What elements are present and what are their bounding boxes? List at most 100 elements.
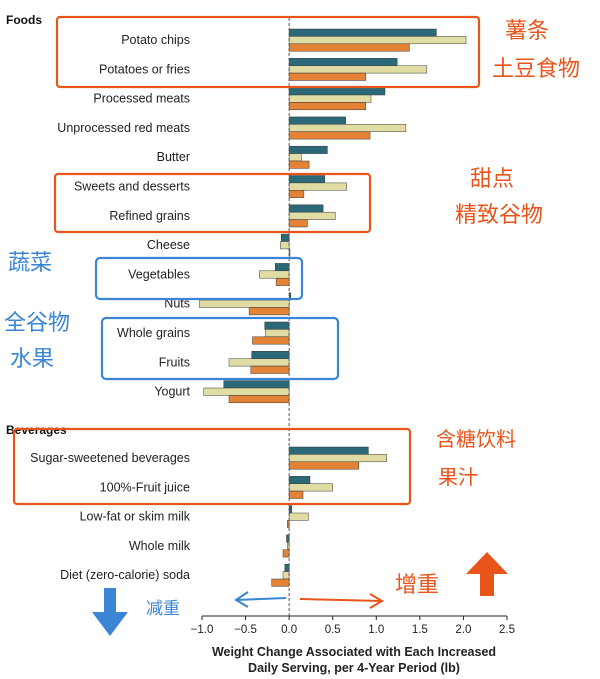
bar-series-2 <box>288 131 371 140</box>
left-arrow-icon <box>234 591 287 608</box>
x-tick-label: 2.0 <box>455 624 471 636</box>
note-refined-grains: 精致谷物 <box>455 203 543 228</box>
bar-series-1 <box>288 512 309 521</box>
bar-series-0 <box>284 563 290 572</box>
note-whole-grains: 全谷物 <box>4 311 70 336</box>
bar-series-2 <box>288 219 308 228</box>
x-tick-label: −1.0 <box>191 624 214 636</box>
box-sweets <box>53 172 372 234</box>
bar-series-2 <box>288 190 305 198</box>
bar-series-0 <box>264 321 290 330</box>
bar-series-2 <box>275 277 290 286</box>
bar-series-1 <box>203 387 290 396</box>
bar-series-1 <box>288 454 387 463</box>
note-gain-weight: 增重 <box>395 573 439 598</box>
bar-series-2 <box>288 490 304 499</box>
bar-series-0 <box>288 87 386 96</box>
box-grains-fruits <box>100 316 340 381</box>
category-label: Potato chips <box>121 33 190 47</box>
bar-series-0 <box>288 446 369 455</box>
bar-series-2 <box>250 365 290 374</box>
category-label: Processed meats <box>93 92 190 106</box>
category-label: Sugar-sweetened beverages <box>30 451 190 465</box>
category-label: Unprocessed red meats <box>57 121 190 135</box>
category-labels: Potato chips Potatoes or fries Processed m… <box>30 33 191 582</box>
bar-series-0 <box>251 351 290 359</box>
box-vegetables <box>94 256 304 301</box>
bar-series-0 <box>288 476 311 484</box>
x-tick-label: −0.5 <box>234 624 257 636</box>
box-potato <box>55 15 481 89</box>
up-arrow-icon <box>466 552 508 596</box>
bar-series-2 <box>282 549 290 558</box>
note-potato-foods: 土豆食物 <box>492 57 580 82</box>
category-label: Butter <box>157 150 190 164</box>
category-label: Refined grains <box>109 209 190 223</box>
category-label: Yogurt <box>154 385 190 399</box>
note-vegetables: 蔬菜 <box>8 251 52 276</box>
bar-series-1 <box>280 241 290 250</box>
category-label: 100%-Fruit juice <box>100 480 190 494</box>
down-arrow-icon <box>92 588 128 636</box>
bar-layer <box>199 28 467 587</box>
bar-series-1 <box>265 329 290 338</box>
x-tick-label: 1.5 <box>412 624 428 636</box>
category-label: Potatoes or fries <box>99 62 190 76</box>
bar-series-1 <box>228 358 290 367</box>
bar-series-1 <box>288 94 372 103</box>
note-desserts: 甜点 <box>470 167 514 192</box>
bar-series-1 <box>288 124 407 132</box>
box-beverages <box>12 427 412 506</box>
right-arrow-icon <box>299 593 384 609</box>
section-title-0: Foods <box>6 13 42 27</box>
annotation-boxes <box>12 15 481 506</box>
bar-series-0 <box>288 145 328 154</box>
note-lose-weight: 减重 <box>146 599 180 619</box>
x-axis: −1.0 −0.5 0.0 0.5 1.0 1.5 2.0 2.5 <box>191 615 515 636</box>
x-axis-title-line-1: Weight Change Associated with Each Incre… <box>212 645 496 659</box>
bar-series-0 <box>288 175 326 184</box>
note-fruit-juice: 果汁 <box>438 465 478 489</box>
category-label: Whole milk <box>129 539 191 553</box>
x-tick-label: 0.0 <box>281 624 297 636</box>
note-sugary-drinks: 含糖饮料 <box>436 427 516 451</box>
bar-series-2 <box>288 102 367 111</box>
bar-series-2 <box>288 461 360 470</box>
x-tick-label: 2.5 <box>499 624 515 636</box>
category-label: Nuts <box>164 297 190 311</box>
bar-series-1 <box>199 299 290 308</box>
category-label: Cheese <box>147 238 190 252</box>
bar-series-0 <box>274 263 290 272</box>
category-label: Sweets and desserts <box>74 180 190 194</box>
category-label: Fruits <box>159 355 190 369</box>
note-fruits: 水果 <box>10 347 54 372</box>
bar-series-2 <box>248 307 290 316</box>
bar-series-2 <box>228 395 290 404</box>
bar-series-1 <box>282 571 290 580</box>
bar-series-2 <box>271 578 290 587</box>
bar-series-1 <box>288 211 336 220</box>
category-label: Vegetables <box>128 267 190 281</box>
bar-series-1 <box>288 65 428 74</box>
bar-series-1 <box>288 483 333 492</box>
category-label: Diet (zero-calorie) soda <box>60 568 190 582</box>
category-label: Low-fat or skim milk <box>80 510 191 524</box>
x-axis-title-line-2: Daily Serving, per 4-Year Period (lb) <box>248 661 460 675</box>
bar-series-2 <box>252 336 290 345</box>
bar-series-1 <box>288 153 302 162</box>
x-tick-label: 1.0 <box>368 624 384 636</box>
note-fries: 薯条 <box>505 19 549 44</box>
bar-series-0 <box>288 28 437 37</box>
x-tick-label: 0.5 <box>325 624 341 636</box>
bar-series-1 <box>288 182 347 191</box>
bar-series-1 <box>288 36 467 45</box>
bar-series-1 <box>259 270 290 279</box>
bar-series-2 <box>288 72 367 81</box>
bar-series-0 <box>223 380 290 389</box>
bar-series-0 <box>288 58 398 66</box>
bar-series-2 <box>288 160 310 169</box>
bar-series-0 <box>288 204 324 213</box>
bar-series-0 <box>281 233 290 242</box>
category-label: Whole grains <box>117 326 190 340</box>
